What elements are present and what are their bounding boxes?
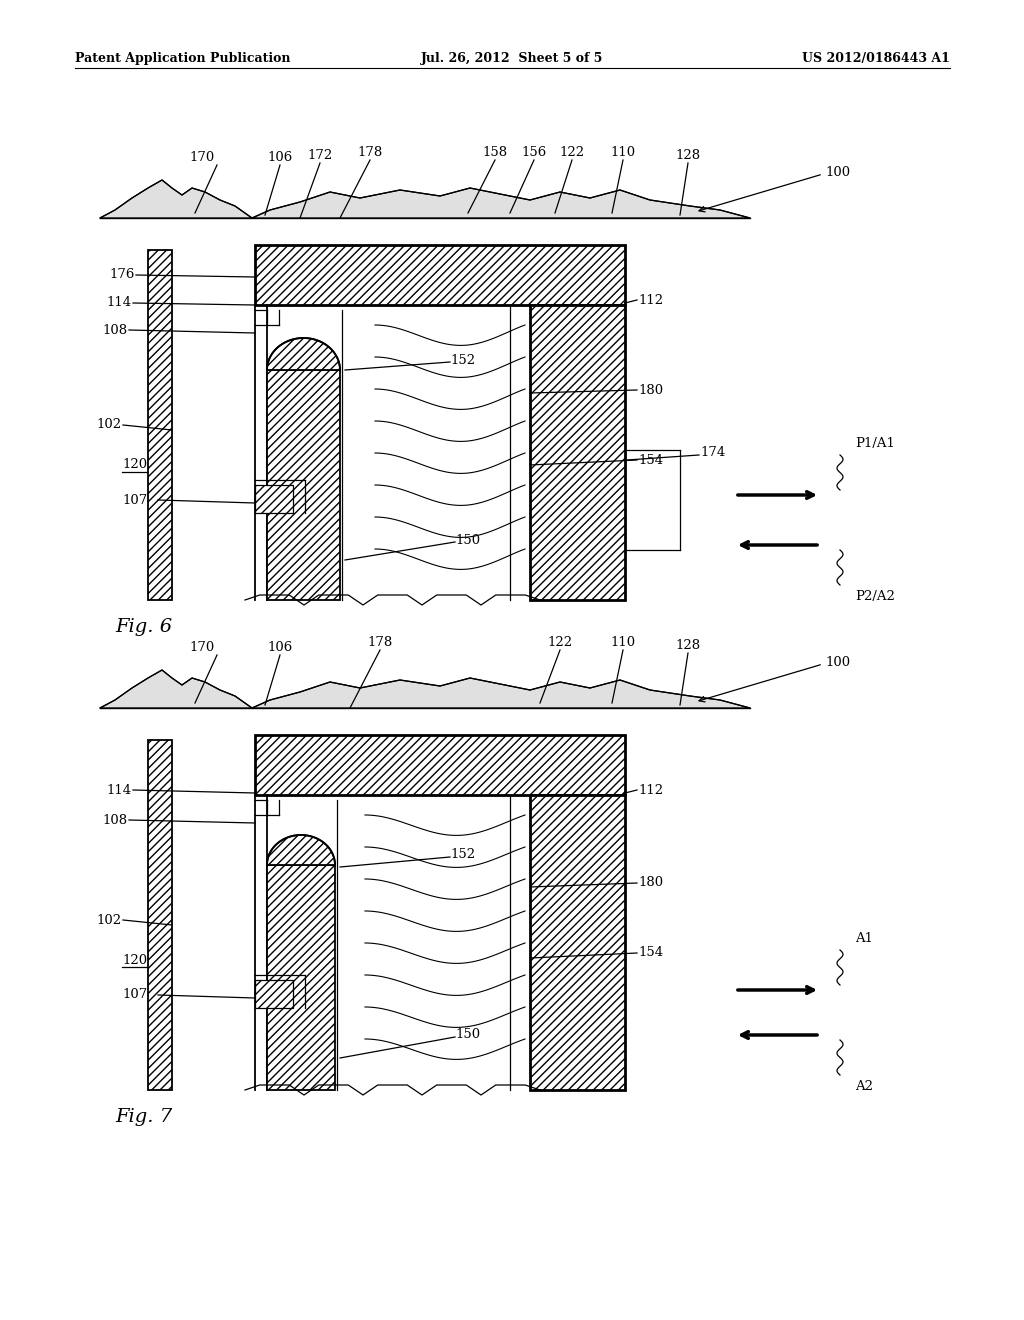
Text: 106: 106	[267, 642, 293, 653]
Text: US 2012/0186443 A1: US 2012/0186443 A1	[802, 51, 950, 65]
Text: 172: 172	[307, 149, 333, 162]
Text: 128: 128	[676, 639, 700, 652]
Text: 156: 156	[521, 147, 547, 158]
Text: 110: 110	[610, 636, 636, 649]
Text: 112: 112	[638, 784, 664, 796]
Polygon shape	[252, 187, 750, 218]
Bar	[255, 246, 625, 305]
Text: P2/A2: P2/A2	[855, 590, 895, 603]
Text: 174: 174	[700, 446, 725, 459]
Bar	[267, 370, 340, 601]
Text: 110: 110	[610, 147, 636, 158]
Text: 102: 102	[97, 418, 122, 432]
Text: 176: 176	[110, 268, 135, 281]
Text: 154: 154	[638, 454, 664, 466]
Bar	[530, 795, 625, 1090]
Text: 114: 114	[106, 297, 132, 309]
Bar	[255, 484, 293, 513]
Text: 180: 180	[638, 384, 664, 396]
Text: 158: 158	[482, 147, 508, 158]
Text: 154: 154	[638, 946, 664, 960]
Text: Jul. 26, 2012  Sheet 5 of 5: Jul. 26, 2012 Sheet 5 of 5	[421, 51, 603, 65]
Text: 114: 114	[106, 784, 132, 796]
Polygon shape	[267, 338, 340, 370]
Text: A2: A2	[855, 1080, 873, 1093]
Bar	[267, 865, 335, 1090]
Text: 180: 180	[638, 876, 664, 890]
Text: 107: 107	[122, 494, 147, 507]
Text: Patent Application Publication: Patent Application Publication	[75, 51, 291, 65]
Text: 170: 170	[189, 150, 215, 164]
Text: A1: A1	[855, 932, 873, 945]
Bar	[148, 249, 172, 601]
Polygon shape	[100, 671, 252, 708]
Bar	[255, 979, 293, 1008]
Text: Fig. 6: Fig. 6	[115, 618, 172, 636]
Text: 122: 122	[548, 636, 572, 649]
Text: 106: 106	[267, 150, 293, 164]
Polygon shape	[267, 836, 335, 865]
Bar	[148, 741, 172, 1090]
Text: Fig. 7: Fig. 7	[115, 1107, 172, 1126]
Text: 122: 122	[559, 147, 585, 158]
Text: 107: 107	[122, 989, 147, 1002]
Text: 100: 100	[825, 656, 850, 668]
Text: 100: 100	[825, 165, 850, 178]
Text: 120: 120	[122, 953, 147, 966]
Bar	[530, 305, 625, 601]
Text: 102: 102	[97, 913, 122, 927]
Text: 152: 152	[450, 354, 475, 367]
Text: 108: 108	[102, 323, 128, 337]
Text: 150: 150	[455, 533, 480, 546]
Text: P1/A1: P1/A1	[855, 437, 895, 450]
Polygon shape	[100, 180, 252, 218]
Text: 178: 178	[357, 147, 383, 158]
Polygon shape	[252, 678, 750, 708]
Text: 170: 170	[189, 642, 215, 653]
Bar	[255, 735, 625, 795]
Text: 108: 108	[102, 813, 128, 826]
Text: 128: 128	[676, 149, 700, 162]
Text: 178: 178	[368, 636, 392, 649]
Text: 120: 120	[122, 458, 147, 471]
Text: 112: 112	[638, 293, 664, 306]
Text: 150: 150	[455, 1028, 480, 1041]
Text: 152: 152	[450, 849, 475, 862]
